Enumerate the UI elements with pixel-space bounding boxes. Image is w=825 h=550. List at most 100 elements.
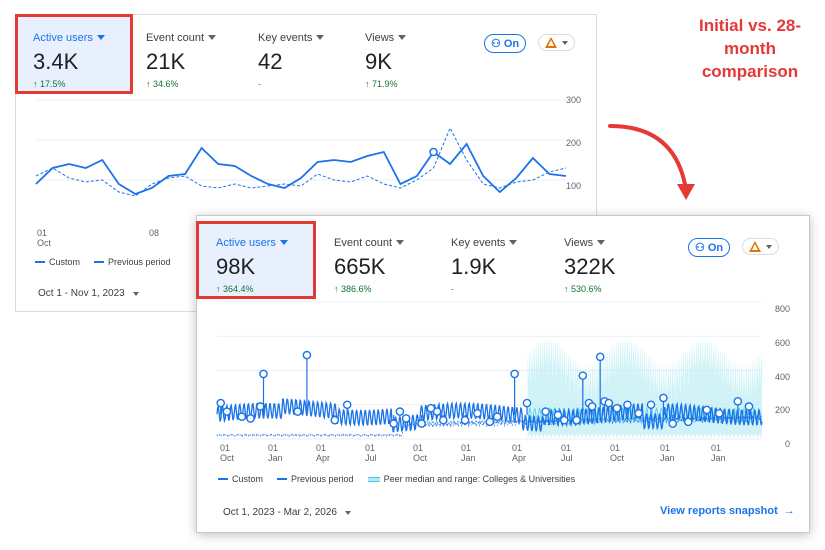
- metric-label: Event count: [334, 237, 393, 249]
- anomaly-marker: [259, 369, 268, 379]
- view-reports-snapshot-link[interactable]: View reports snapshot →: [660, 505, 795, 517]
- y-tick-label: 100: [566, 181, 582, 191]
- chevron-down-icon[interactable]: [509, 240, 518, 245]
- metric-change: ↑ 71.9%: [365, 79, 398, 89]
- active-users-highlight: [15, 14, 133, 94]
- metric-label: Key events: [451, 237, 506, 249]
- anomaly-marker: [216, 398, 226, 408]
- x-tick-label: 01 Jan: [461, 443, 476, 463]
- anomaly-marker: [429, 147, 438, 157]
- metric-value: 21K: [146, 49, 186, 74]
- anomaly-marker: [733, 397, 743, 406]
- metric-value: 665K: [334, 254, 386, 279]
- line-chart-initial: [35, 99, 567, 197]
- anomaly-marker: [432, 407, 442, 416]
- warning-icon: [545, 37, 557, 48]
- x-tick-label: 01 Jul: [561, 443, 573, 463]
- metric-value: 322K: [564, 254, 616, 279]
- date-range-selector[interactable]: Oct 1 - Nov 1, 2023: [38, 288, 139, 299]
- metric-value: 1.9K: [451, 254, 497, 279]
- anomaly-marker: [744, 402, 754, 411]
- anomaly-marker: [634, 409, 643, 418]
- metric-active-users[interactable]: Active users 98K ↑ 364.4%: [216, 237, 288, 294]
- anomaly-marker: [646, 400, 656, 410]
- chevron-down-icon[interactable]: [398, 35, 407, 40]
- anomaly-marker: [572, 415, 581, 425]
- legend-previous-period: Previous period: [94, 257, 171, 267]
- metric-event-count[interactable]: Event count 21K ↑ 34.6%: [146, 32, 217, 89]
- chevron-down-icon[interactable]: [279, 240, 288, 245]
- anomaly-marker: [623, 400, 632, 410]
- anomaly-marker: [473, 409, 482, 418]
- warning-icon: [749, 241, 761, 252]
- chevron-down-icon[interactable]: [96, 35, 105, 40]
- y-tick-label: 0: [785, 439, 791, 449]
- metric-value: 98K: [216, 254, 256, 279]
- metric-change: ↑ 530.6%: [564, 284, 602, 294]
- x-tick-label: 01 Apr: [316, 443, 331, 463]
- anomaly-marker: [510, 369, 519, 379]
- date-range-selector[interactable]: Oct 1, 2023 - Mar 2, 2026: [223, 507, 351, 518]
- anomaly-marker: [237, 412, 247, 422]
- chart-legend: Custom Previous period Peer median and r…: [218, 474, 575, 484]
- insights-toggle-button[interactable]: ⚇ On: [484, 34, 527, 53]
- anomaly-marker: [342, 400, 352, 410]
- legend-previous-period: Previous period: [277, 474, 354, 484]
- x-tick-label: 01 Jan: [711, 443, 726, 463]
- metric-key-events[interactable]: Key events 1.9K -: [451, 237, 518, 294]
- x-tick-label: 01 Jan: [660, 443, 675, 463]
- chevron-down-icon[interactable]: [396, 240, 405, 245]
- chevron-down-icon[interactable]: [597, 240, 606, 245]
- metric-change: ↑ 34.6%: [146, 79, 179, 89]
- legend-custom: Custom: [218, 474, 263, 484]
- anomaly-marker: [668, 419, 678, 428]
- metric-change: ↑ 17.5%: [33, 79, 66, 89]
- date-range-label: Oct 1, 2023 - Mar 2, 2026: [223, 507, 337, 518]
- anomaly-marker: [389, 419, 399, 428]
- insights-icon: ⚇: [695, 242, 705, 254]
- chevron-down-icon: [344, 510, 351, 515]
- legend-custom: Custom: [35, 257, 80, 267]
- anomaly-marker: [330, 415, 340, 425]
- active-users-highlight: [196, 221, 316, 299]
- metric-change: ↑ 364.4%: [216, 284, 254, 294]
- metric-label: Views: [365, 32, 395, 44]
- metric-views[interactable]: Views 9K ↑ 71.9%: [365, 32, 407, 89]
- insights-toggle-label: On: [503, 37, 520, 50]
- x-tick-label: 01 Oct: [610, 443, 625, 463]
- x-tick-label: 01 Jul: [365, 443, 377, 463]
- anomaly-marker: [460, 415, 470, 425]
- y-tick-label: 200: [566, 138, 582, 148]
- metric-label: Active users: [216, 237, 276, 249]
- anomaly-marker: [578, 371, 588, 380]
- insights-toggle-button[interactable]: ⚇ On: [688, 238, 731, 257]
- x-tick-label: 01 Jan: [268, 443, 283, 463]
- anomaly-marker: [222, 407, 232, 416]
- chevron-down-icon: [766, 244, 772, 249]
- chart-legend: Custom Previous period: [35, 257, 171, 267]
- metric-active-users[interactable]: Active users 3.4K ↑ 17.5%: [33, 32, 105, 89]
- anomaly-marker: [439, 415, 448, 425]
- warning-menu-button[interactable]: [742, 238, 779, 255]
- chevron-down-icon[interactable]: [316, 35, 325, 40]
- anomaly-marker: [426, 403, 436, 413]
- metric-views[interactable]: Views 322K ↑ 530.6%: [564, 237, 615, 294]
- warning-menu-button[interactable]: [538, 34, 575, 51]
- anomaly-marker: [553, 410, 563, 420]
- metric-change: -: [451, 284, 454, 294]
- anomaly-marker: [659, 393, 668, 403]
- insights-toggle-label: On: [707, 241, 724, 254]
- anomaly-marker: [559, 415, 569, 425]
- metric-key-events[interactable]: Key events 42 -: [258, 32, 325, 89]
- y-tick-label: 600: [775, 338, 791, 348]
- anomaly-marker: [612, 403, 622, 413]
- x-tick-label: 01 Oct: [413, 443, 428, 463]
- anomaly-marker: [417, 419, 426, 428]
- anomaly-marker: [485, 417, 495, 427]
- date-range-label: Oct 1 - Nov 1, 2023: [38, 288, 125, 299]
- anomaly-marker: [401, 414, 411, 423]
- series-line-custom: [216, 398, 763, 433]
- chevron-down-icon[interactable]: [208, 35, 217, 40]
- metric-event-count[interactable]: Event count 665K ↑ 386.6%: [334, 237, 405, 294]
